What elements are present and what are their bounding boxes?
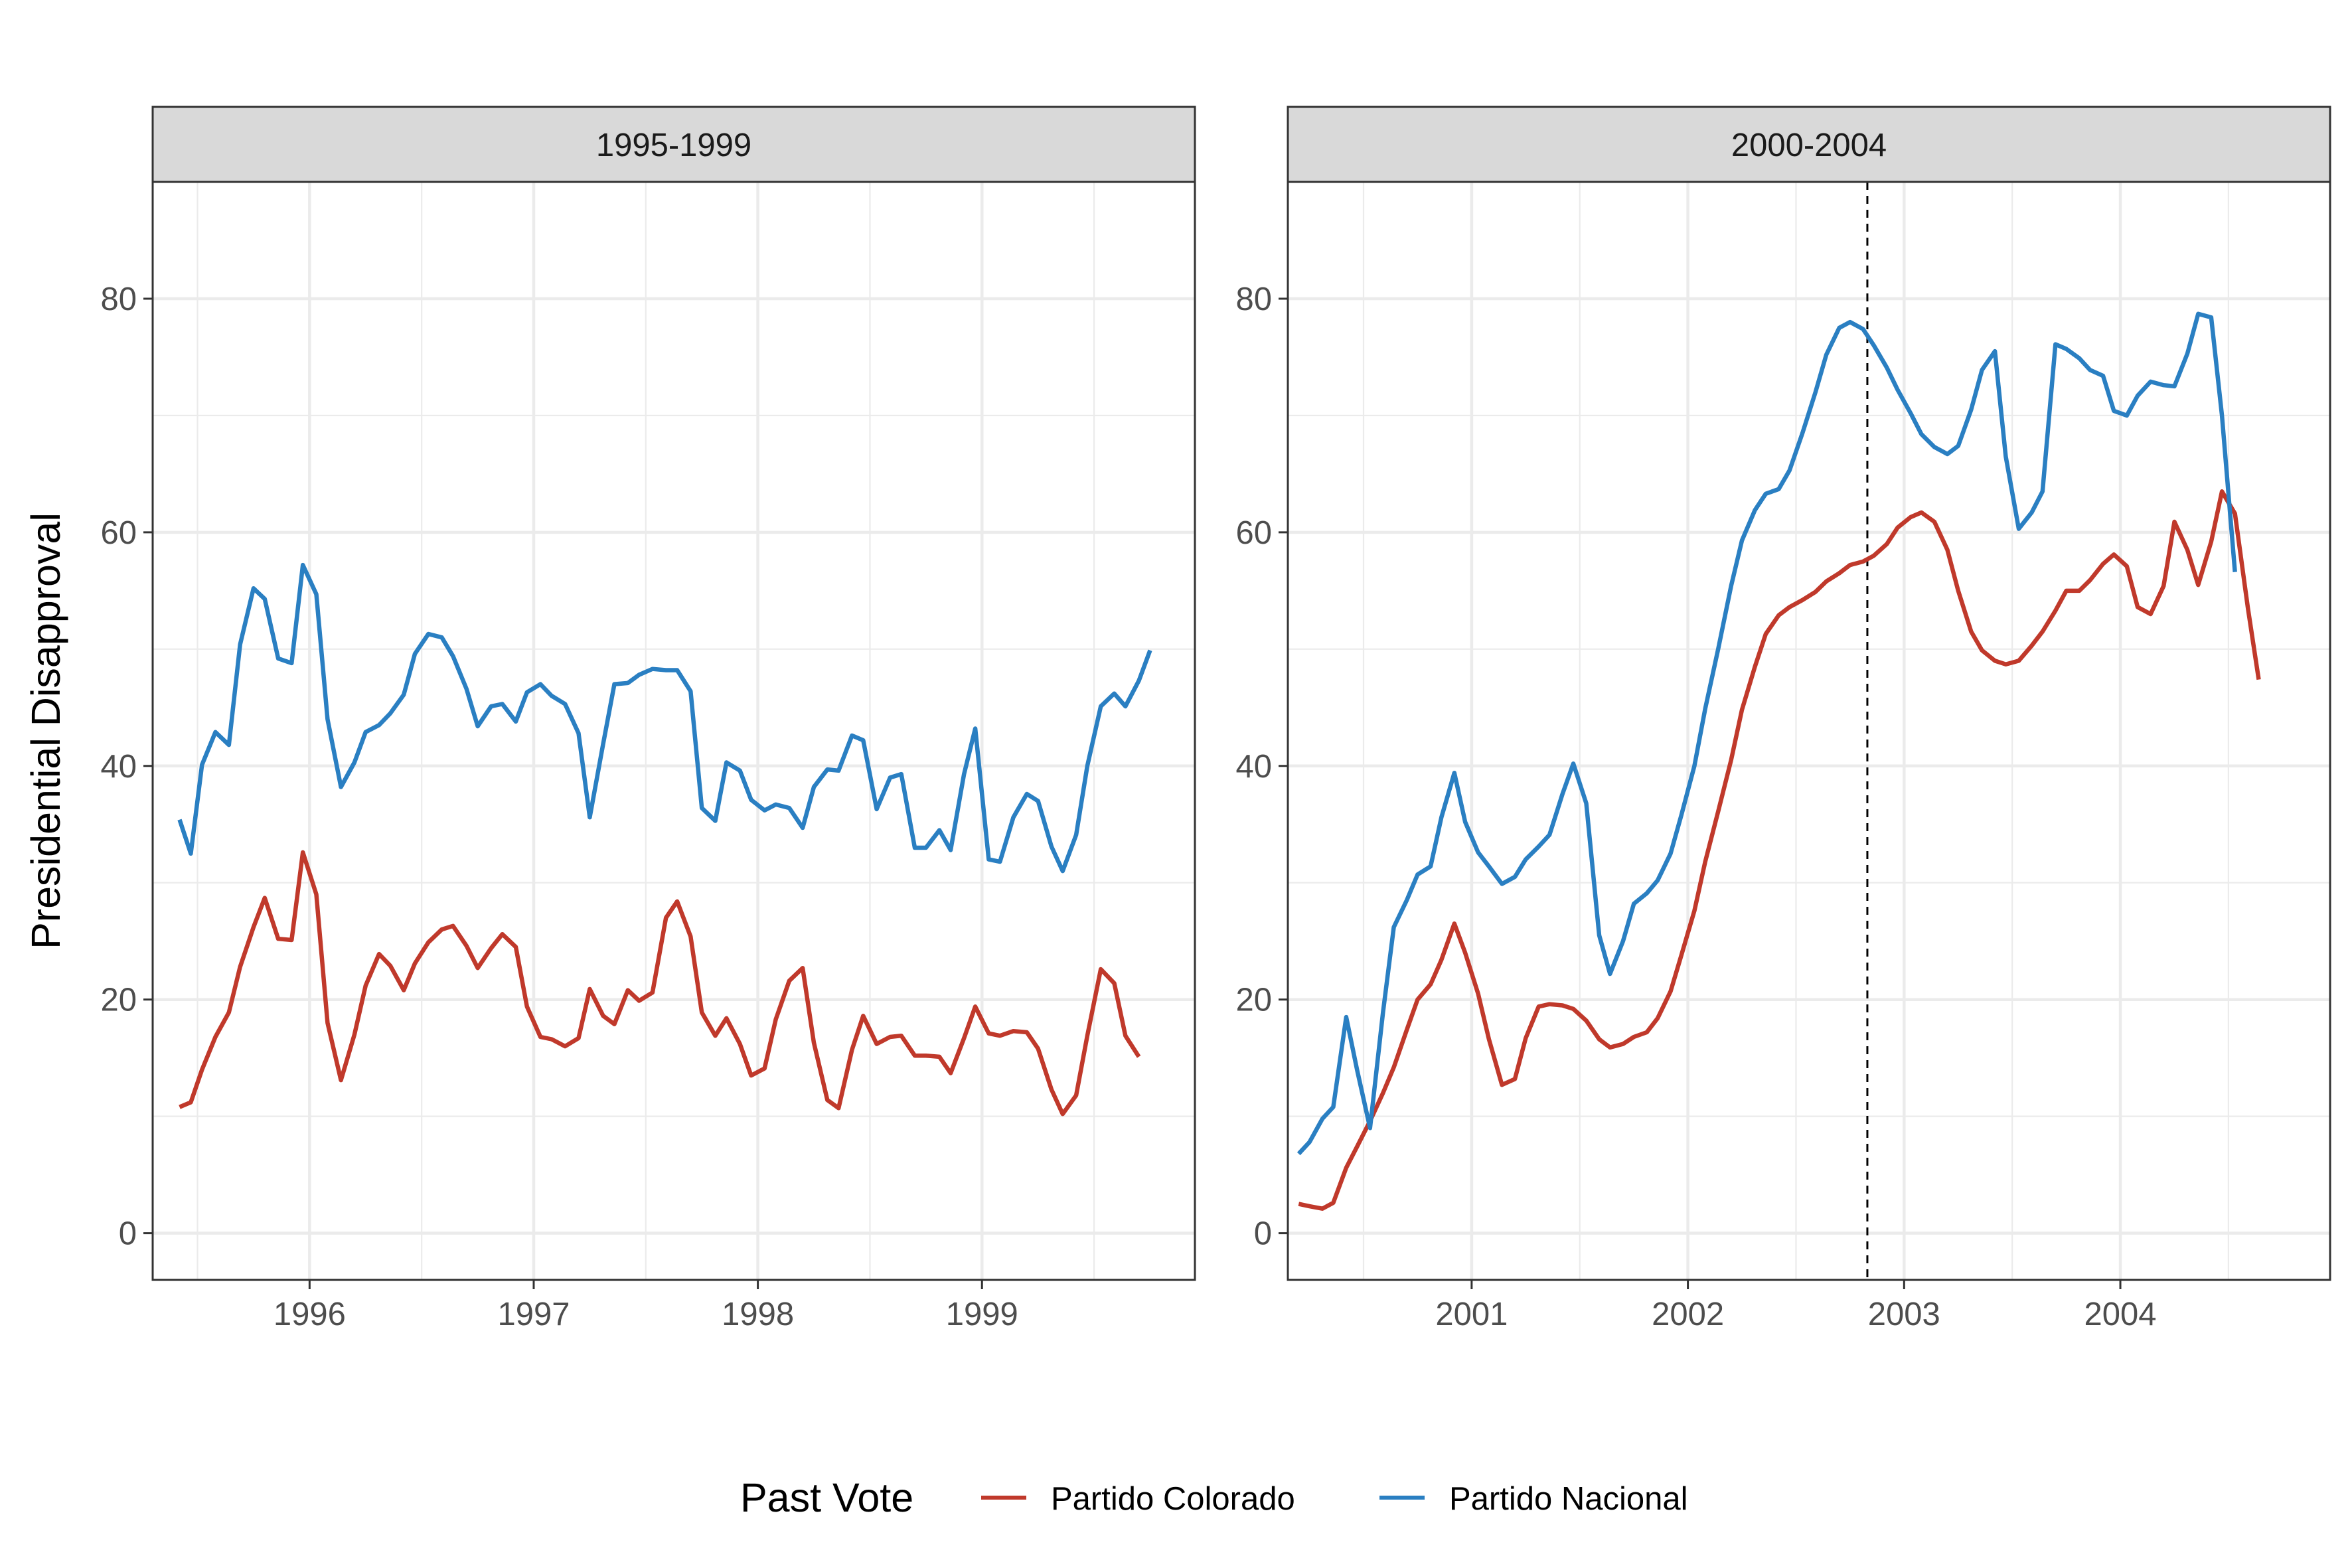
y-axis-ticks: 0 20 40 60 80 [100,281,153,1252]
series-lines [1296,311,2261,1211]
y-axis-title: Presidential Disapproval [23,512,68,949]
x-tick-label: 2002 [1652,1296,1724,1332]
panel-strip-2000-2004 [1287,106,2331,183]
plot-border [151,181,1196,1281]
plot-border [1287,181,2331,1281]
y-tick-label: 80 [1235,281,1272,317]
y-tick-label: 20 [1235,982,1272,1018]
y-tick-label: 60 [1235,515,1272,551]
x-tick-label: 2001 [1435,1296,1508,1332]
major-gridlines [153,182,1195,1280]
x-tick-label: 1996 [274,1296,346,1332]
series-lines [177,562,1152,1117]
y-tick-label: 80 [100,281,137,317]
panel-strip-1995-1999 [151,106,1196,183]
y-tick-label: 0 [119,1216,137,1252]
plot-background [153,182,1195,1280]
y-tick-label: 40 [100,749,137,785]
y-tick-label: 60 [100,515,137,551]
panel-2000-2004: 2000-2004 0 20 40 60 80 2001 2002 2003 2004 [1235,106,2331,1332]
legend-label-partido-nacional: Partido Nacional [1449,1481,1688,1517]
x-tick-label: 2003 [1868,1296,1940,1332]
series-line-partido-colorado [179,850,1141,1117]
panel-1995-1999: 1995-1999 0 20 40 60 80 1996 1997 1998 1999 [100,106,1196,1332]
series-line-partido-nacional [177,562,1152,874]
series-line-partido-colorado [1298,489,2261,1211]
y-tick-label: 40 [1235,749,1272,785]
major-gridlines [1288,182,2330,1280]
plot-background [1288,182,2330,1280]
x-axis-ticks: 2001 2002 2003 2004 [1435,1280,2157,1332]
legend: Past Vote Partido Colorado Partido Nacio… [740,1475,1688,1520]
x-tick-label: 1998 [722,1296,794,1332]
minor-gridlines [153,182,1195,1280]
series-line-partido-nacional [1296,311,2237,1156]
y-tick-label: 20 [100,982,137,1018]
panel-strip-label: 2000-2004 [1731,127,1887,163]
x-tick-label: 1997 [497,1296,570,1332]
x-tick-label: 2004 [2084,1296,2157,1332]
legend-label-partido-colorado: Partido Colorado [1051,1481,1295,1517]
x-tick-label: 1999 [946,1296,1018,1332]
panel-strip-label: 1995-1999 [596,127,751,163]
x-axis-ticks: 1996 1997 1998 1999 [274,1280,1018,1332]
y-axis-ticks: 0 20 40 60 80 [1235,281,1288,1252]
legend-title: Past Vote [740,1475,913,1520]
y-tick-label: 0 [1254,1216,1272,1252]
